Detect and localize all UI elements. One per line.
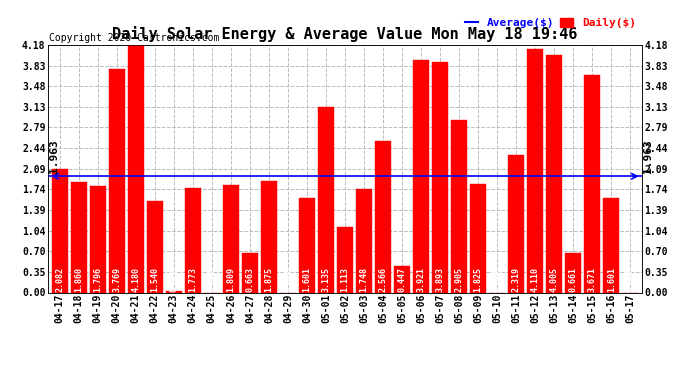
Text: 1.540: 1.540 [150, 267, 159, 292]
Bar [318, 107, 334, 292]
Text: 1.773: 1.773 [188, 267, 197, 292]
Text: 2.319: 2.319 [512, 267, 521, 292]
Text: 4.180: 4.180 [131, 267, 140, 292]
Bar [128, 45, 144, 292]
Text: 1.601: 1.601 [607, 267, 615, 292]
Bar [109, 69, 125, 292]
Bar [375, 141, 391, 292]
Text: 4.005: 4.005 [550, 267, 559, 292]
Bar [299, 198, 315, 292]
Text: 1.796: 1.796 [93, 267, 102, 292]
Bar [185, 188, 201, 292]
Bar [451, 120, 467, 292]
Bar [166, 291, 182, 292]
Text: 3.893: 3.893 [435, 267, 444, 292]
Bar [147, 201, 163, 292]
Bar [565, 254, 581, 292]
Text: 1.825: 1.825 [473, 267, 482, 292]
Legend: Average($), Daily($): Average($), Daily($) [464, 18, 636, 28]
Bar [223, 185, 239, 292]
Text: 1.809: 1.809 [226, 267, 235, 292]
Bar [527, 49, 543, 292]
Bar [413, 60, 429, 292]
Bar [546, 56, 562, 292]
Bar [394, 266, 410, 292]
Text: 0.000: 0.000 [208, 267, 217, 292]
Text: 1.601: 1.601 [302, 267, 311, 292]
Text: 1.748: 1.748 [359, 267, 368, 292]
Text: 0.447: 0.447 [397, 267, 406, 292]
Title: Daily Solar Energy & Average Value Mon May 18 19:46: Daily Solar Energy & Average Value Mon M… [112, 27, 578, 42]
Text: 3.769: 3.769 [112, 267, 121, 292]
Text: 0.000: 0.000 [626, 267, 635, 292]
Text: 1.963: 1.963 [49, 140, 59, 173]
Bar [241, 253, 258, 292]
Text: 2.082: 2.082 [55, 267, 64, 292]
Text: 0.663: 0.663 [246, 267, 255, 292]
Text: 0.000: 0.000 [493, 267, 502, 292]
Bar [470, 184, 486, 292]
Bar [584, 75, 600, 292]
Text: 0.661: 0.661 [569, 267, 578, 292]
Bar [337, 226, 353, 292]
Bar [70, 182, 87, 292]
Text: 1.963: 1.963 [642, 140, 653, 173]
Bar [508, 155, 524, 292]
Bar [52, 169, 68, 292]
Text: 2.566: 2.566 [379, 267, 388, 292]
Text: 1.113: 1.113 [340, 267, 350, 292]
Text: 3.921: 3.921 [417, 267, 426, 292]
Text: 3.671: 3.671 [588, 267, 597, 292]
Bar [603, 198, 620, 292]
Text: Copyright 2020 Cartronics.com: Copyright 2020 Cartronics.com [49, 33, 219, 42]
Text: 2.905: 2.905 [455, 267, 464, 292]
Bar [90, 186, 106, 292]
Bar [432, 62, 448, 292]
Text: 3.135: 3.135 [322, 267, 331, 292]
Text: 0.020: 0.020 [169, 267, 178, 292]
Text: 0.000: 0.000 [284, 267, 293, 292]
Text: 1.860: 1.860 [75, 267, 83, 292]
Bar [261, 182, 277, 292]
Bar [356, 189, 372, 292]
Text: 4.110: 4.110 [531, 267, 540, 292]
Text: 1.875: 1.875 [264, 267, 273, 292]
